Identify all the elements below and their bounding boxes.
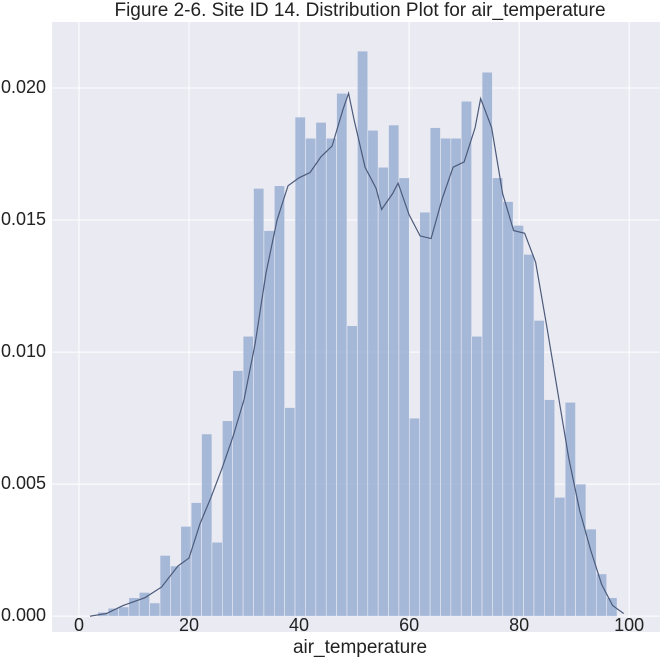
x-axis-label: air_temperature [293,637,427,658]
bar [606,597,618,617]
bar [159,555,171,617]
bar [544,399,556,617]
bar [388,124,400,617]
x-tick-label: 40 [289,615,309,635]
x-tick-label: 100 [614,615,644,635]
bar [492,177,504,617]
bar [346,325,358,617]
bar [305,137,317,617]
bar [471,335,483,617]
bar [315,122,327,617]
chart-title: Figure 2-6. Site ID 14. Distribution Plo… [114,0,605,21]
x-tick-label: 60 [399,615,419,635]
bar [211,541,223,617]
y-tick-label: 0.005 [1,473,46,493]
bar [284,407,296,617]
bar [533,320,545,617]
bar [595,573,607,617]
bar [523,254,535,617]
bar [575,483,587,617]
bar [398,177,410,617]
bar [512,225,524,617]
bar [201,433,213,617]
bar [554,497,566,617]
x-tick-label: 20 [179,615,199,635]
bar [409,417,421,617]
bar [502,201,514,617]
bar [118,606,130,617]
bar [149,602,161,617]
y-tick-label: 0.000 [1,605,46,625]
bar [357,50,369,617]
bar [253,188,265,617]
x-tick-label: 0 [74,615,84,635]
bar [294,116,306,617]
bar [460,100,472,617]
bar [263,230,275,617]
bar [222,420,233,617]
bar [273,185,285,617]
y-tick-label: 0.010 [1,341,46,361]
bar [190,502,202,617]
bar [419,211,431,617]
bar [336,92,348,617]
bar [325,137,337,617]
y-tick-label: 0.020 [1,77,46,97]
bar [585,528,597,617]
bar [429,127,441,617]
bar [367,129,379,617]
bar [377,166,389,617]
bar [440,137,452,617]
kde-line [89,91,625,617]
bar [564,401,576,617]
bar [481,71,493,617]
y-tick-label: 0.015 [1,209,46,229]
x-tick-label: 80 [509,615,529,635]
bar [450,137,462,617]
bar [180,526,192,617]
